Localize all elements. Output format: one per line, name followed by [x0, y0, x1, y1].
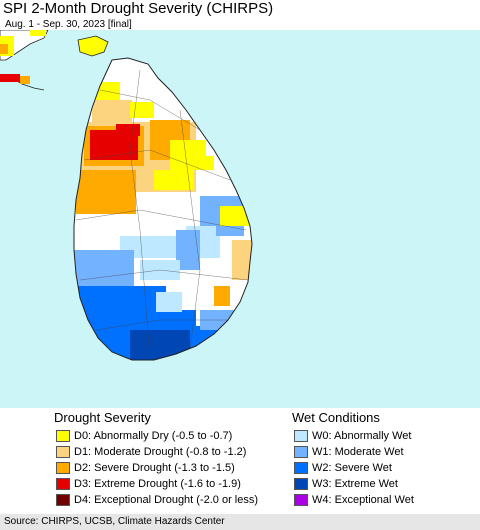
wet-legend-heading: Wet Conditions	[292, 410, 380, 425]
map-title: SPI 2-Month Drought Severity (CHIRPS)	[3, 0, 274, 17]
footer: Source: CHIRPS, UCSB, Climate Hazards Ce…	[0, 514, 480, 530]
legend-label-d4: D4: Exceptional Drought (-2.0 or less)	[74, 494, 259, 506]
jaffna-peninsula	[77, 35, 109, 57]
legend-label-w1: W1: Moderate Wet	[312, 446, 404, 458]
legend-label-d1: D1: Moderate Drought (-0.8 to -1.2)	[74, 446, 247, 458]
swatch-w4	[294, 494, 308, 506]
swatch-w3	[294, 478, 308, 490]
india-drought-patch-2	[20, 76, 30, 84]
legend-item-w3: W3: Extreme Wet	[294, 477, 398, 491]
legend-item-d1: D1: Moderate Drought (-0.8 to -1.2)	[56, 445, 246, 459]
legend-item-w0: W0: Abnormally Wet	[294, 429, 411, 443]
swatch-w0	[294, 430, 308, 442]
legend-label-d0: D0: Abnormally Dry (-0.5 to -0.7)	[74, 430, 233, 442]
legend-label-w4: W4: Exceptional Wet	[312, 494, 414, 506]
legend-label-w0: W0: Abnormally Wet	[312, 430, 412, 442]
swatch-w1	[294, 446, 308, 458]
swatch-d0	[56, 430, 70, 442]
legend-item-w4: W4: Exceptional Wet	[294, 493, 414, 507]
sri-lanka-island	[73, 57, 253, 361]
mainland-india	[0, 30, 49, 61]
swatch-d2	[56, 462, 70, 474]
legend-item-d4: D4: Exceptional Drought (-2.0 or less)	[56, 493, 258, 507]
swatch-d3	[56, 478, 70, 490]
legend: Drought Severity Wet Conditions D0: Abno…	[0, 408, 480, 514]
india-drought-patch	[0, 74, 20, 82]
source-credit: Source: CHIRPS, UCSB, Climate Hazards Ce…	[4, 516, 225, 527]
legend-item-d3: D3: Extreme Drought (-1.6 to -1.9)	[56, 477, 241, 491]
legend-item-d0: D0: Abnormally Dry (-0.5 to -0.7)	[56, 429, 232, 443]
legend-label-d2: D2: Severe Drought (-1.3 to -1.5)	[74, 462, 235, 474]
legend-item-d2: D2: Severe Drought (-1.3 to -1.5)	[56, 461, 235, 475]
swatch-d1	[56, 446, 70, 458]
legend-label-w2: W2: Severe Wet	[312, 462, 392, 474]
drought-map	[0, 30, 253, 361]
legend-item-w1: W1: Moderate Wet	[294, 445, 404, 459]
swatch-w2	[294, 462, 308, 474]
drought-legend-heading: Drought Severity	[54, 410, 151, 425]
map-subtitle: Aug. 1 - Sep. 30, 2023 [final]	[5, 19, 132, 30]
legend-item-w2: W2: Severe Wet	[294, 461, 392, 475]
swatch-d4	[56, 494, 70, 506]
legend-label-d3: D3: Extreme Drought (-1.6 to -1.9)	[74, 478, 241, 490]
legend-label-w3: W3: Extreme Wet	[312, 478, 398, 490]
map-area	[0, 30, 480, 408]
